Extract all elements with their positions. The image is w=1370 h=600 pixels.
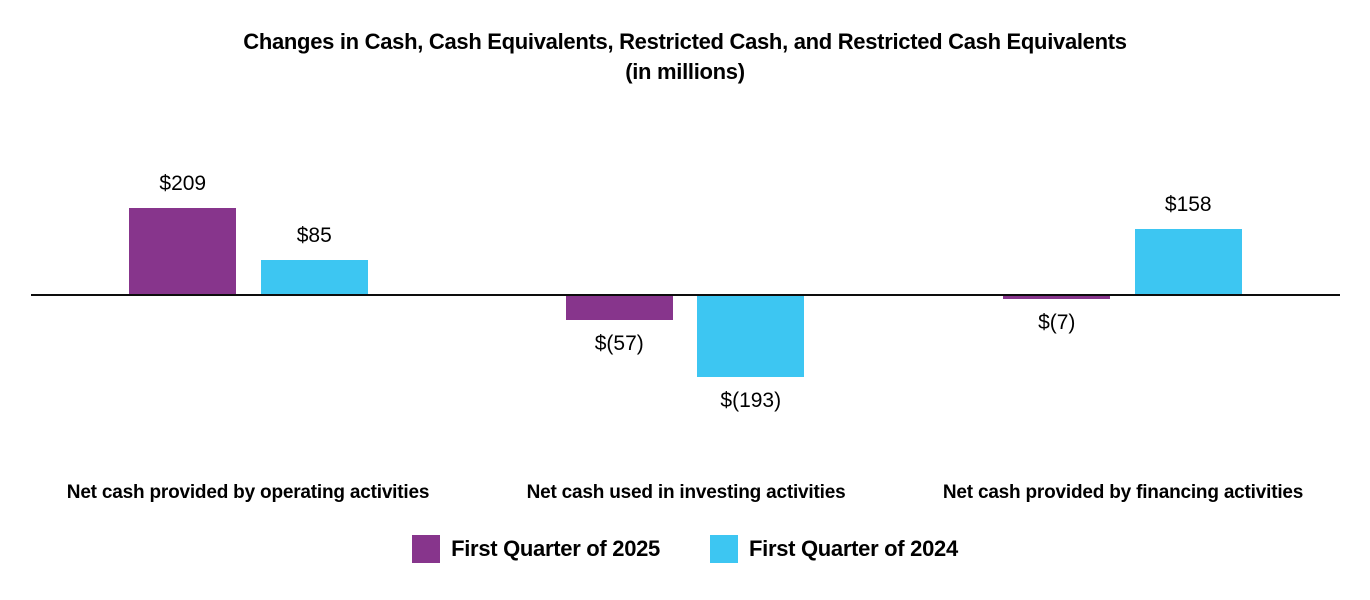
category-label-financing-activities: Net cash provided by financing activitie…: [942, 482, 1304, 503]
legend-item-first-quarter-2025: First Quarter of 2025: [412, 535, 660, 563]
category-label-operating-activities: Net cash provided by operating activitie…: [66, 482, 430, 503]
legend-item-first-quarter-2024: First Quarter of 2024: [710, 535, 958, 563]
bar-value-label-fq2025-financing: $(7): [1038, 311, 1076, 334]
chart-title: Changes in Cash, Cash Equivalents, Restr…: [243, 29, 1127, 54]
bar-value-label-fq2024-investing: $(193): [720, 389, 782, 412]
bar-value-label-fq2025-operating: $209: [159, 172, 207, 195]
bar-fq2024-investing: [697, 296, 805, 377]
legend-label-2025: First Quarter of 2025: [451, 536, 660, 561]
legend-swatch-2025-icon: [412, 535, 441, 563]
chart-title-block: Changes in Cash, Cash Equivalents, Restr…: [0, 27, 1370, 87]
legend-swatch-2024-icon: [710, 535, 738, 563]
bar-fq2025-investing: [565, 296, 673, 320]
legend: First Quarter of 2025 First Quarter of 2…: [0, 535, 1370, 563]
category-label-investing-activities: Net cash used in investing activities: [526, 482, 846, 503]
chart-subtitle: (in millions): [625, 59, 745, 84]
x-axis-line: [31, 294, 1340, 296]
bar-fq2025-operating: [129, 208, 237, 296]
legend-label-2024: First Quarter of 2024: [749, 536, 958, 561]
bar-fq2025-financing: [1003, 296, 1111, 299]
bar-fq2024-operating: [260, 260, 368, 296]
bar-fq2024-financing: [1134, 229, 1242, 296]
bar-value-label-fq2024-financing: $158: [1164, 193, 1212, 216]
bar-value-label-fq2025-investing: $(57): [594, 332, 644, 355]
bar-value-label-fq2024-operating: $85: [296, 224, 332, 247]
